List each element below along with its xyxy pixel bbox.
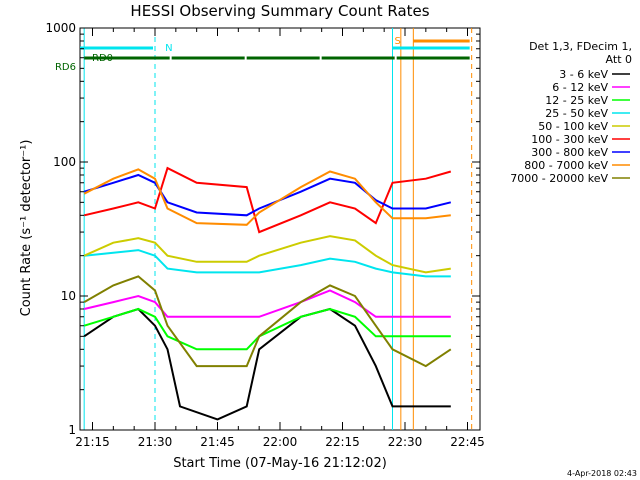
attenuator-label-rd6: RD6	[55, 62, 76, 73]
x-axis: 21:15 21:30 21:45 22:00 22:15 22:30 22:45	[75, 28, 485, 449]
y-tick-label: 10	[61, 289, 76, 303]
series-line	[83, 168, 451, 226]
x-tick-label: 22:00	[263, 435, 298, 449]
series-line	[83, 173, 452, 217]
y-axis: 1 10 100 1000	[45, 21, 480, 437]
y-tick-label: 100	[53, 155, 76, 169]
footer-date: 4-Apr-2018 02:43	[567, 469, 637, 478]
legend-entry-label: 12 - 25 keV	[545, 94, 608, 107]
legend-entry-label: 300 - 800 keV	[531, 146, 608, 159]
chart-title: HESSI Observing Summary Count Rates	[130, 2, 429, 20]
legend-entry-label: 25 - 50 keV	[545, 107, 608, 120]
x-tick-label: 22:30	[388, 435, 423, 449]
legend-header: Det 1,3, FDecim 1,	[529, 40, 632, 53]
series-line	[83, 289, 451, 318]
legend-entry-label: 50 - 100 keV	[538, 120, 608, 133]
legend-entry-label: 6 - 12 keV	[552, 81, 608, 94]
series-line	[84, 249, 451, 278]
x-axis-label: Start Time (07-May-16 21:12:02)	[173, 456, 387, 471]
y-tick-label: 1	[68, 423, 76, 437]
legend-header: Att 0	[606, 53, 632, 66]
legend-entry-label: 100 - 300 keV	[531, 133, 608, 146]
x-tick-label: 22:45	[450, 435, 485, 449]
series-line	[83, 166, 452, 234]
x-tick-label: 21:30	[138, 435, 173, 449]
legend-entry-label: 800 - 7000 keV	[524, 159, 608, 172]
legend-entry-label: 7000 - 20000 keV	[510, 172, 608, 185]
attenuator-label-rd0: RD0	[92, 53, 113, 64]
y-tick-label: 1000	[45, 21, 76, 35]
y-axis-label: Count Rate (s⁻¹ detector⁻¹)	[19, 140, 34, 317]
plot-area: N S RD0 RD6	[55, 27, 481, 431]
series-line	[83, 307, 451, 421]
x-tick-label: 21:15	[75, 435, 110, 449]
flag-label-n: N	[165, 43, 172, 54]
legend-entry-label: 3 - 6 keV	[559, 68, 608, 81]
series-line	[83, 235, 451, 274]
flag-label-s: S	[395, 36, 401, 47]
x-tick-label: 21:45	[200, 435, 235, 449]
x-tick-label: 22:15	[325, 435, 360, 449]
series-line	[83, 275, 452, 368]
